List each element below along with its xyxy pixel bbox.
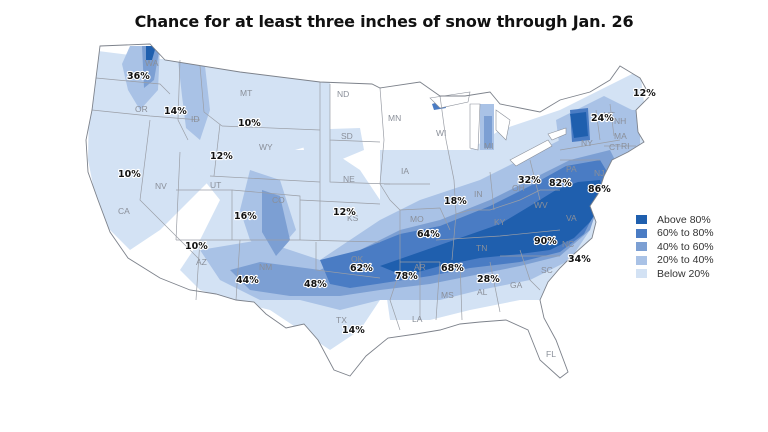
- percent-label: 18%: [444, 196, 467, 207]
- state-label-in: IN: [474, 189, 483, 199]
- state-label-tn: TN: [476, 243, 487, 253]
- state-label-nv: NV: [155, 181, 167, 191]
- percent-label: 62%: [350, 263, 373, 274]
- state-label-ca: CA: [118, 206, 130, 216]
- percent-label: 10%: [185, 241, 208, 252]
- legend-label: 20% to 40%: [657, 254, 714, 267]
- percent-label: 16%: [234, 211, 257, 222]
- state-label-la: LA: [412, 314, 423, 324]
- state-label-ri: RI: [621, 141, 630, 151]
- state-label-nm: NM: [259, 262, 272, 272]
- percent-label: 78%: [395, 271, 418, 282]
- percent-label: 90%: [534, 236, 557, 247]
- state-label-wv: WV: [534, 200, 548, 210]
- legend-item-above-80: Above 80%: [636, 213, 714, 227]
- state-label-sd: SD: [341, 131, 353, 141]
- percent-label: 12%: [633, 88, 656, 99]
- state-label-ny: NY: [581, 138, 593, 148]
- percent-label: 28%: [477, 274, 500, 285]
- legend-label: 40% to 60%: [657, 240, 714, 253]
- state-label-ks: KS: [347, 213, 359, 223]
- percent-label: 34%: [568, 254, 591, 265]
- percent-label: 14%: [164, 106, 187, 117]
- state-label-wy: WY: [259, 142, 273, 152]
- state-label-oh: OH: [512, 183, 525, 193]
- state-label-vt: VT: [604, 110, 615, 120]
- state-label-nj: NJ: [594, 168, 604, 178]
- state-label-nh: NH: [614, 116, 626, 126]
- legend-swatch: [636, 255, 647, 265]
- percent-label: 64%: [417, 229, 440, 240]
- legend: Above 80% 60% to 80% 40% to 60% 20% to 4…: [636, 213, 714, 281]
- state-label-tx: TX: [336, 315, 347, 325]
- state-label-mi: MI: [484, 141, 493, 151]
- legend-swatch: [636, 228, 647, 238]
- state-label-ct: CT: [609, 142, 620, 152]
- state-label-wa: WA: [145, 58, 159, 68]
- percent-label: 44%: [236, 275, 259, 286]
- state-label-or: OR: [135, 104, 148, 114]
- state-label-ky: KY: [494, 217, 506, 227]
- state-label-wi: WI: [436, 128, 446, 138]
- state-label-nd: ND: [337, 89, 349, 99]
- state-label-ok: OK: [351, 254, 364, 264]
- legend-label: Above 80%: [657, 213, 711, 226]
- state-label-id: ID: [191, 114, 200, 124]
- legend-item-60-80: 60% to 80%: [636, 227, 714, 241]
- state-label-pa: PA: [566, 164, 577, 174]
- state-label-va: VA: [566, 213, 577, 223]
- map-title: Chance for at least three inches of snow…: [134, 12, 634, 31]
- state-label-ar: AR: [414, 262, 426, 272]
- percent-label: 14%: [342, 325, 365, 336]
- state-borders: [91, 59, 636, 331]
- state-label-ia: IA: [401, 166, 409, 176]
- us-outline: [85, 43, 651, 379]
- percent-label: 68%: [441, 263, 464, 274]
- state-label-ga: GA: [510, 280, 523, 290]
- percent-label: 48%: [304, 279, 327, 290]
- legend-swatch: [636, 242, 647, 252]
- percent-label: 10%: [118, 169, 141, 180]
- legend-item-below-20: Below 20%: [636, 267, 714, 281]
- state-label-sc: SC: [541, 265, 553, 275]
- percent-label: 82%: [549, 178, 572, 189]
- percent-labels: 36% 14% 10% 12% 10% 16% 10% 44% 48% 12% 62% 78% 64% 6…: [117, 70, 657, 337]
- legend-label: Below 20%: [657, 267, 710, 280]
- percent-label: 12%: [210, 151, 233, 162]
- legend-label: 60% to 80%: [657, 227, 714, 240]
- state-label-ut: UT: [210, 180, 221, 190]
- state-label-co: CO: [272, 195, 285, 205]
- state-label-ma: MA: [614, 131, 627, 141]
- state-label-mt: MT: [240, 88, 252, 98]
- percent-label: 10%: [238, 118, 261, 129]
- probability-shading: [88, 46, 650, 350]
- percent-label: 24%: [591, 113, 614, 124]
- state-label-fl: FL: [546, 349, 556, 359]
- percent-label: 12%: [333, 207, 356, 218]
- state-label-ne: NE: [343, 174, 355, 184]
- state-label-mn: MN: [388, 113, 401, 123]
- legend-item-40-60: 40% to 60%: [636, 240, 714, 254]
- state-label-al: AL: [477, 287, 488, 297]
- percent-label: 32%: [518, 175, 541, 186]
- state-labels: WA OR ID MT ND SD WY NE NV UT CO CA KS AZ NM OK TX MN WI MI…: [118, 58, 630, 359]
- legend-swatch: [636, 269, 647, 279]
- percent-label: 36%: [127, 71, 150, 82]
- legend-swatch: [636, 215, 647, 225]
- state-label-ms: MS: [441, 290, 454, 300]
- state-label-az: AZ: [196, 257, 207, 267]
- state-label-mo: MO: [410, 214, 424, 224]
- percent-label: 86%: [588, 184, 611, 195]
- state-label-nc: NC: [562, 239, 574, 249]
- legend-item-20-40: 20% to 40%: [636, 254, 714, 268]
